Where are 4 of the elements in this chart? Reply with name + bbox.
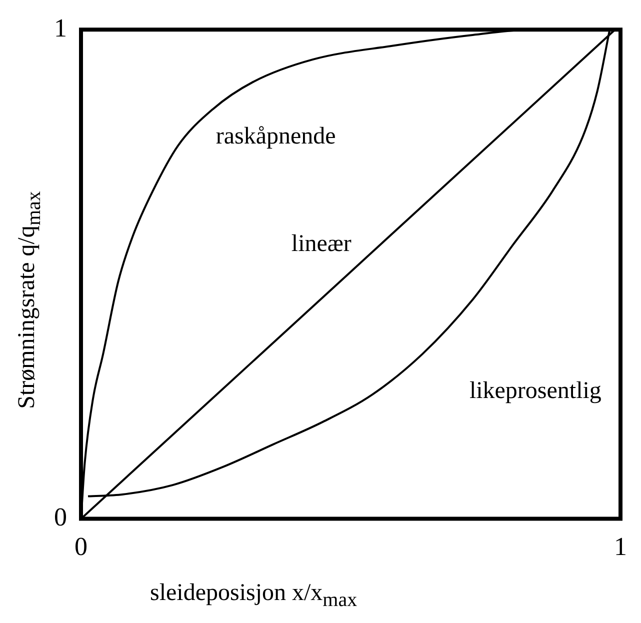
text: likeprosentlig bbox=[469, 378, 602, 404]
series-label: raskåpnende bbox=[216, 124, 336, 150]
series-label: lineær bbox=[291, 231, 352, 258]
x-axis-title: sleideposisjon x/x$_{max}$ bbox=[150, 580, 358, 612]
